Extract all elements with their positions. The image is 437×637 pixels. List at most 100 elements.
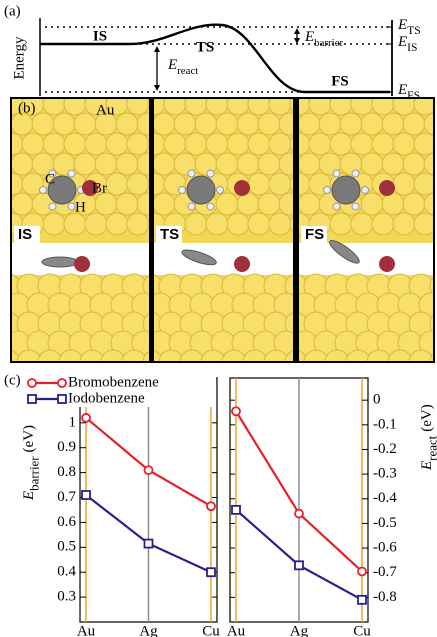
y-tick-label: -0.3 bbox=[373, 466, 397, 482]
h-atom bbox=[179, 187, 186, 194]
marker bbox=[207, 568, 215, 576]
unit: (eV) bbox=[21, 425, 37, 452]
gold-atom bbox=[269, 93, 291, 115]
marker bbox=[145, 466, 153, 474]
br-atom bbox=[379, 180, 395, 196]
gold-atom bbox=[206, 133, 228, 155]
h-atom bbox=[40, 187, 47, 194]
gold-atom bbox=[43, 133, 65, 155]
gold-atom bbox=[258, 113, 280, 135]
gold-atom bbox=[116, 193, 138, 215]
y-tick-label: 0.9 bbox=[57, 439, 76, 455]
panel-label: (c) bbox=[4, 372, 21, 388]
y-tick-label: -0.2 bbox=[373, 441, 397, 457]
gold-atom bbox=[1, 173, 23, 195]
marker bbox=[358, 596, 366, 604]
side-ring bbox=[42, 257, 78, 267]
barrier-label: Ebarrier bbox=[304, 29, 344, 48]
h-atom bbox=[352, 203, 359, 210]
panel-label: (a) bbox=[4, 3, 21, 19]
marker bbox=[358, 567, 366, 575]
marker bbox=[145, 540, 153, 548]
state-label: FS bbox=[331, 73, 349, 89]
h-atom bbox=[49, 203, 56, 210]
subscript: IS bbox=[407, 41, 417, 54]
legend-marker bbox=[28, 395, 36, 403]
gold-atom bbox=[269, 133, 291, 155]
gold-atom bbox=[216, 193, 238, 215]
gold-atom bbox=[309, 93, 331, 115]
gold-atom bbox=[153, 193, 175, 215]
gold-atom bbox=[237, 153, 259, 175]
marker bbox=[82, 414, 90, 422]
gold-atom bbox=[227, 93, 249, 115]
gold-atom bbox=[330, 133, 352, 155]
gold-atom bbox=[164, 93, 186, 115]
gold-atom bbox=[43, 213, 65, 235]
gold-atom bbox=[43, 93, 65, 115]
gold-atom bbox=[269, 213, 291, 235]
gold-atom bbox=[330, 213, 352, 235]
legend-label: Bromobenzene bbox=[68, 374, 159, 390]
gold-atom bbox=[116, 153, 138, 175]
symbol: E bbox=[397, 34, 407, 50]
gold-atom bbox=[64, 213, 86, 235]
gold-atom bbox=[227, 213, 249, 235]
gold-atom bbox=[393, 213, 415, 235]
gold-atom bbox=[258, 193, 280, 215]
symbol: E bbox=[304, 29, 314, 45]
y-tick-label: -0.1 bbox=[373, 416, 397, 432]
gold-atom bbox=[269, 173, 291, 195]
state-label: IS bbox=[18, 226, 32, 243]
state-label: IS bbox=[93, 28, 107, 44]
gold-atom bbox=[248, 93, 270, 115]
gold-atom bbox=[414, 213, 436, 235]
gold-atom bbox=[351, 133, 373, 155]
state-label: FS bbox=[305, 226, 324, 243]
gold-atom bbox=[64, 133, 86, 155]
gold-atom bbox=[351, 213, 373, 235]
x-tick-label: Au bbox=[77, 623, 96, 637]
h-atom bbox=[362, 187, 369, 194]
gold-atom bbox=[1, 133, 23, 155]
gold-atom bbox=[95, 153, 117, 175]
legend-marker bbox=[28, 379, 36, 387]
gap bbox=[299, 243, 433, 275]
gold-atom bbox=[382, 193, 404, 215]
h-atom bbox=[324, 187, 331, 194]
gold-atom bbox=[116, 113, 138, 135]
symbol: E bbox=[397, 17, 407, 33]
marker bbox=[232, 506, 240, 514]
gold-atom bbox=[403, 113, 425, 135]
gold-atom bbox=[319, 113, 341, 135]
legend-label: Iodobenzene bbox=[68, 390, 145, 406]
gold-atom bbox=[174, 113, 196, 135]
subscript: react bbox=[177, 64, 198, 76]
gold-atom bbox=[382, 113, 404, 135]
subscript: react bbox=[425, 435, 437, 460]
gold-atom bbox=[74, 153, 96, 175]
marker bbox=[295, 561, 303, 569]
gold-atom bbox=[153, 153, 175, 175]
gold-atom bbox=[330, 93, 352, 115]
ring bbox=[332, 176, 360, 204]
br-side bbox=[74, 256, 90, 272]
gold-atom bbox=[153, 113, 175, 135]
gold-atom bbox=[127, 133, 149, 155]
marker bbox=[207, 502, 215, 510]
y-tick-label: 0.5 bbox=[57, 539, 76, 555]
y-tick-label: 0.7 bbox=[57, 489, 76, 505]
y-tick-label: 1 bbox=[69, 414, 77, 430]
gold-atom bbox=[248, 173, 270, 195]
gold-atom bbox=[372, 93, 394, 115]
y-tick-label: 0 bbox=[373, 392, 381, 408]
gold-atom bbox=[403, 193, 425, 215]
y-tick-label: -0.6 bbox=[373, 539, 397, 555]
gold-atom bbox=[185, 93, 207, 115]
level-label: EIS bbox=[397, 34, 417, 53]
subscript: barrier bbox=[27, 456, 42, 491]
state-label: TS bbox=[160, 226, 179, 243]
gold-atom bbox=[53, 113, 75, 135]
gold-atom bbox=[216, 113, 238, 135]
legend-marker bbox=[58, 379, 66, 387]
